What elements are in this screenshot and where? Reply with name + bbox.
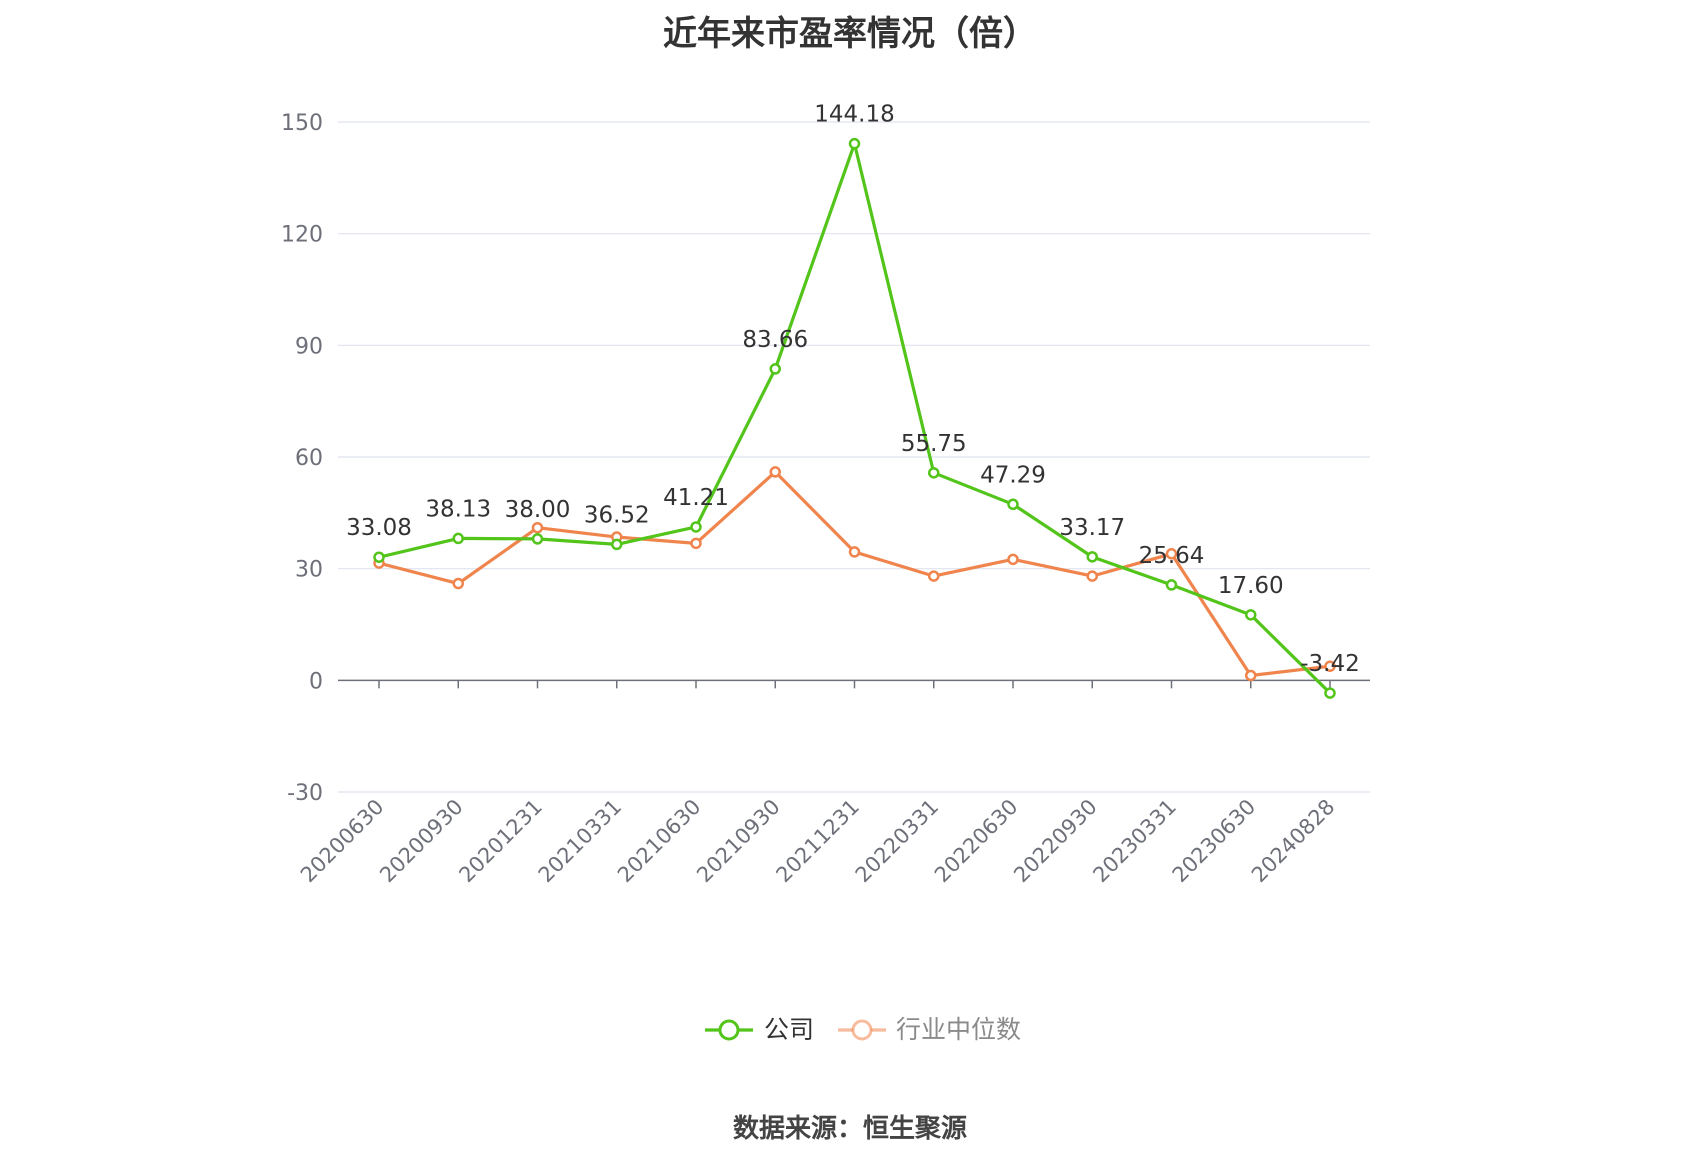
- data-point: [1165, 548, 1178, 560]
- series-line-0: [378, 142, 1332, 695]
- legend[interactable]: 公司 行业中位数: [705, 1015, 1021, 1044]
- data-point: [848, 546, 861, 558]
- data-label: 41.21: [663, 485, 729, 511]
- data-label: 83.66: [742, 327, 808, 353]
- data-point: [848, 137, 861, 150]
- x-tick-label: 20200630: [296, 795, 389, 888]
- data-point: [1245, 669, 1257, 682]
- x-tick-label: 20211231: [771, 795, 864, 888]
- data-label: 47.29: [980, 462, 1046, 488]
- data-label: 33.08: [346, 515, 412, 541]
- y-tick-label: 60: [295, 446, 323, 471]
- x-tick-label: 20240828: [1247, 795, 1340, 888]
- data-point: [1086, 551, 1098, 563]
- data-label: 38.13: [425, 496, 491, 522]
- x-tick-label: 20210331: [534, 795, 627, 888]
- data-point: [1324, 687, 1336, 699]
- data-label: 38.00: [505, 497, 571, 523]
- legend-marker: [851, 1019, 873, 1041]
- data-label: 55.75: [901, 431, 967, 457]
- y-tick-label: -30: [287, 781, 323, 806]
- data-label: 33.17: [1059, 515, 1125, 541]
- y-tick-label: 150: [281, 111, 323, 136]
- data-point: [1324, 660, 1336, 672]
- data-label: 36.52: [584, 502, 650, 528]
- x-tick-label: 20210630: [613, 795, 706, 888]
- legend-label: 公司: [764, 1015, 814, 1044]
- data-point: [531, 521, 544, 534]
- x-tick-label: 20200930: [375, 795, 468, 888]
- x-tick-label: 20230331: [1088, 795, 1181, 888]
- chart-title: 近年来市盈率情况（倍）: [663, 14, 1037, 54]
- x-tick-label: 20230630: [1168, 795, 1261, 888]
- data-point: [452, 532, 464, 545]
- grid-lines: [338, 121, 1370, 793]
- data-point: [373, 551, 385, 563]
- data-point: [769, 363, 781, 375]
- data-label: -3.42: [1300, 651, 1360, 677]
- data-point: [928, 467, 940, 479]
- series: [373, 137, 1336, 699]
- y-tick-label: 0: [309, 669, 323, 694]
- data-point: [611, 538, 623, 551]
- data-point: [452, 577, 464, 590]
- y-tick-label: 120: [281, 223, 323, 248]
- data-point: [531, 533, 544, 545]
- y-tick-label: 30: [295, 558, 323, 583]
- data-point: [690, 537, 702, 550]
- x-tick-label: 20220930: [1009, 795, 1102, 888]
- data-point: [928, 570, 940, 582]
- x-tick-label: 20210930: [692, 795, 785, 888]
- data-point: [690, 521, 702, 533]
- data-label: 17.60: [1218, 573, 1284, 599]
- data-point: [1007, 553, 1019, 566]
- data-point: [1165, 579, 1178, 591]
- data-label: 144.18: [814, 102, 894, 128]
- data-label: 25.64: [1139, 543, 1205, 569]
- source-note: 数据来源：恒生聚源: [732, 1114, 967, 1144]
- x-tick-label: 20220331: [851, 795, 944, 888]
- data-point: [1086, 570, 1098, 582]
- x-tick-label: 20201231: [454, 795, 547, 888]
- data-point: [1007, 498, 1019, 511]
- data-point: [769, 466, 781, 478]
- data-point: [1245, 609, 1257, 621]
- y-tick-label: 90: [295, 334, 323, 359]
- data-labels: 33.08 38.13 38.00 36.52 41.21 83.66 144.18 55.7…: [346, 102, 1360, 677]
- legend-marker: [718, 1019, 740, 1041]
- legend-label: 行业中位数: [896, 1015, 1021, 1044]
- x-tick-label: 20220630: [930, 795, 1023, 888]
